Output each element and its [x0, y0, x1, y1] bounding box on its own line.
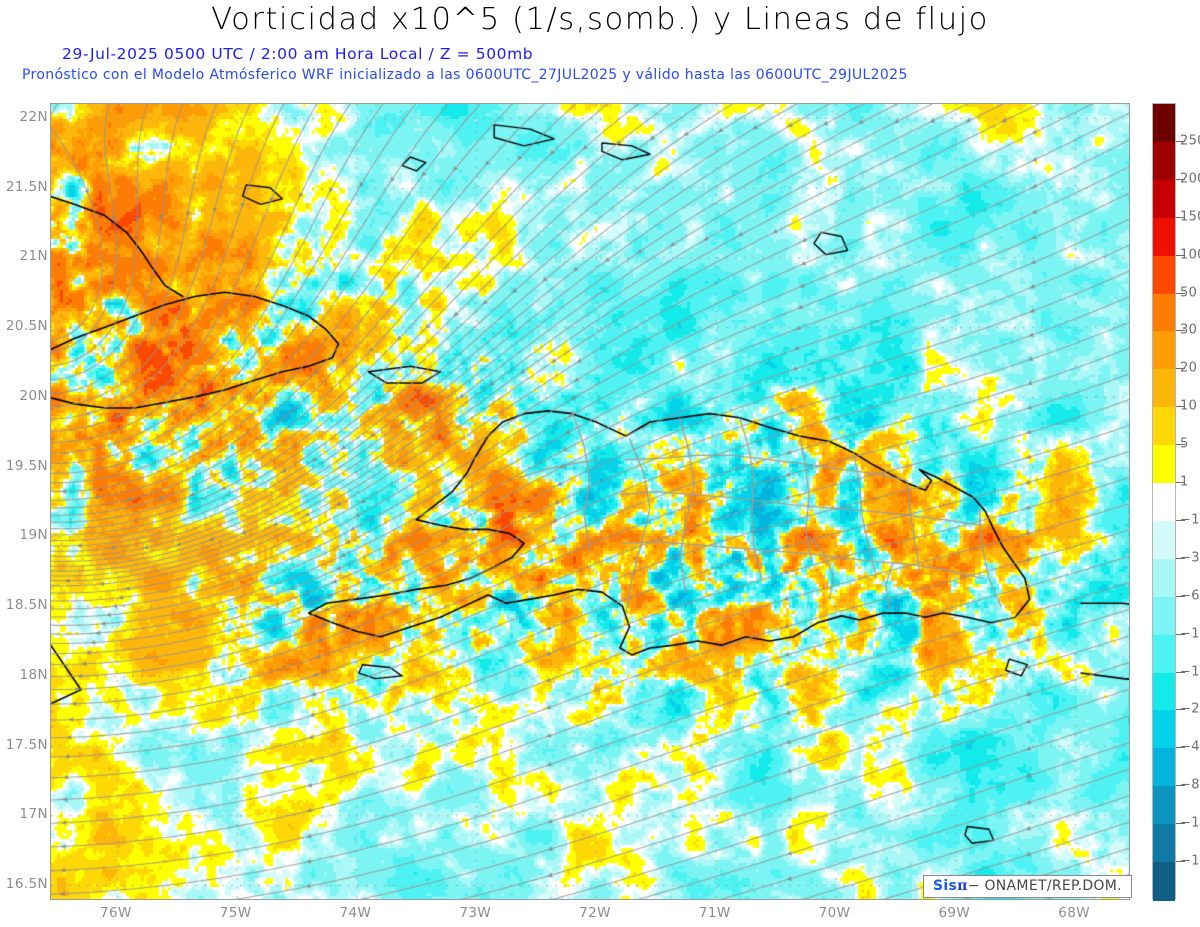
lon-tick-label: 76W — [100, 905, 132, 921]
colorbar-tick — [1176, 595, 1185, 597]
lat-tick-label: 21N — [19, 248, 48, 265]
colorbar-tick-label: 1 — [1180, 474, 1189, 490]
lat-tick-label: 20N — [19, 387, 48, 404]
colorbar-tick — [1176, 254, 1185, 256]
colorbar-tick-label: −3 — [1180, 550, 1200, 566]
colorbar-tick — [1176, 406, 1185, 408]
subtitle-model-info: Pronóstico con el Modelo Atmósferico WRF… — [22, 67, 908, 83]
vorticity-map-canvas[interactable] — [51, 104, 1129, 899]
colorbar-band — [1153, 217, 1175, 257]
colorbar-tick — [1176, 671, 1185, 673]
colorbar-tick — [1176, 519, 1185, 521]
logo-pi-icon: π — [957, 878, 968, 894]
lat-tick-label: 17N — [19, 806, 48, 823]
colorbar-tick-label: 30 — [1180, 322, 1198, 338]
colorbar-tick-label: −42 — [1180, 739, 1200, 755]
colorbar-band — [1153, 862, 1175, 901]
logo-sis-text: Sis — [933, 878, 958, 894]
colorbar-tick-label: 100 — [1180, 247, 1200, 263]
colorbar-tick-label: 250 — [1180, 133, 1200, 149]
colorbar-band — [1153, 331, 1175, 370]
lon-tick-label: 72W — [579, 905, 611, 921]
colorbar-tick-label: −80 — [1180, 777, 1200, 793]
colorbar-tick — [1176, 330, 1185, 332]
colorbar-tick — [1176, 444, 1185, 446]
colorbar-band — [1153, 369, 1175, 408]
colorbar-band — [1153, 104, 1175, 143]
colorbar-tick-label: −12 — [1180, 626, 1200, 642]
colorbar-tick — [1176, 178, 1185, 180]
colorbar-tick-label: 50 — [1180, 285, 1198, 301]
title-block: Vorticidad x10^5 (1/s,somb.) y Lineas de… — [0, 0, 1200, 96]
attribution-logo: Sisπ− ONAMET/REP.DOM. — [923, 875, 1132, 898]
page-title: Vorticidad x10^5 (1/s,somb.) y Lineas de… — [211, 2, 989, 37]
lat-tick-label: 22N — [19, 108, 48, 125]
colorbar-band — [1153, 786, 1175, 825]
map-frame[interactable] — [50, 103, 1130, 900]
colorbar-band — [1153, 179, 1175, 219]
colorbar-band — [1153, 520, 1175, 560]
lon-tick-label: 74W — [339, 905, 372, 921]
colorbar-tick-label: −6 — [1180, 588, 1200, 604]
colorbar-tick — [1176, 368, 1185, 370]
colorbar-tick-label: 10 — [1180, 398, 1198, 414]
colorbar: 250 200 150 100 50 30 20 10 5 1 −1 −3 −6 −12 −18 −26 −42… — [1152, 103, 1200, 901]
colorbar-tick — [1176, 823, 1185, 825]
colorbar-tick-label: −120 — [1180, 815, 1200, 831]
colorbar-tick — [1176, 482, 1185, 484]
colorbar-tick — [1176, 140, 1185, 142]
lat-tick-label: 21.5N — [5, 178, 48, 195]
colorbar-band — [1153, 141, 1175, 181]
lat-tick-label: 16.5N — [5, 876, 48, 893]
colorbar-tick-label: 5 — [1180, 436, 1189, 452]
colorbar-band — [1153, 558, 1175, 598]
colorbar-tick — [1176, 216, 1185, 218]
colorbar-band — [1153, 748, 1175, 787]
colorbar-tick-label: −1 — [1180, 512, 1200, 528]
colorbar-tick-label: 200 — [1180, 171, 1200, 187]
colorbar-tick — [1176, 747, 1185, 749]
colorbar-band — [1153, 596, 1175, 636]
colorbar-band — [1153, 407, 1175, 446]
colorbar-tick-label: −18 — [1180, 664, 1200, 680]
colorbar-tick-label: −160 — [1180, 853, 1200, 869]
colorbar-band — [1153, 255, 1175, 295]
lat-tick-label: 20.5N — [5, 318, 48, 335]
colorbar-band — [1153, 710, 1175, 749]
colorbar-band — [1153, 634, 1175, 674]
colorbar-tick — [1176, 785, 1185, 787]
colorbar-tick — [1176, 633, 1185, 635]
lon-tick-label: 69W — [938, 905, 971, 921]
lat-tick-label: 18N — [19, 666, 48, 683]
lat-tick-label: 19N — [19, 527, 48, 544]
colorbar-band — [1153, 824, 1175, 863]
colorbar-tick — [1176, 557, 1185, 559]
colorbar-tick — [1176, 292, 1185, 294]
colorbar-tick-label: 150 — [1180, 209, 1200, 225]
colorbar-tick-label: 20 — [1180, 360, 1198, 376]
lat-tick-label: 18.5N — [5, 597, 48, 614]
colorbar-tick — [1176, 709, 1185, 711]
colorbar-band — [1153, 293, 1175, 333]
lat-tick-label: 17.5N — [5, 736, 48, 753]
subtitle-datetime: 29-Jul-2025 0500 UTC / 2:00 am Hora Loca… — [62, 45, 534, 63]
colorbar-gradient — [1152, 103, 1176, 901]
logo-agency-text: − ONAMET/REP.DOM. — [967, 878, 1122, 894]
lat-tick-label: 19.5N — [5, 457, 48, 474]
colorbar-band — [1153, 445, 1175, 484]
lon-tick-label: 73W — [459, 905, 492, 921]
colorbar-band — [1153, 483, 1175, 522]
lon-tick-label: 71W — [698, 905, 731, 921]
colorbar-band — [1153, 672, 1175, 712]
colorbar-tick — [1176, 861, 1185, 863]
colorbar-tick-label: −26 — [1180, 701, 1200, 717]
lon-tick-label: 68W — [1058, 905, 1090, 921]
lon-tick-label: 70W — [818, 905, 851, 921]
lon-tick-label: 75W — [219, 905, 252, 921]
